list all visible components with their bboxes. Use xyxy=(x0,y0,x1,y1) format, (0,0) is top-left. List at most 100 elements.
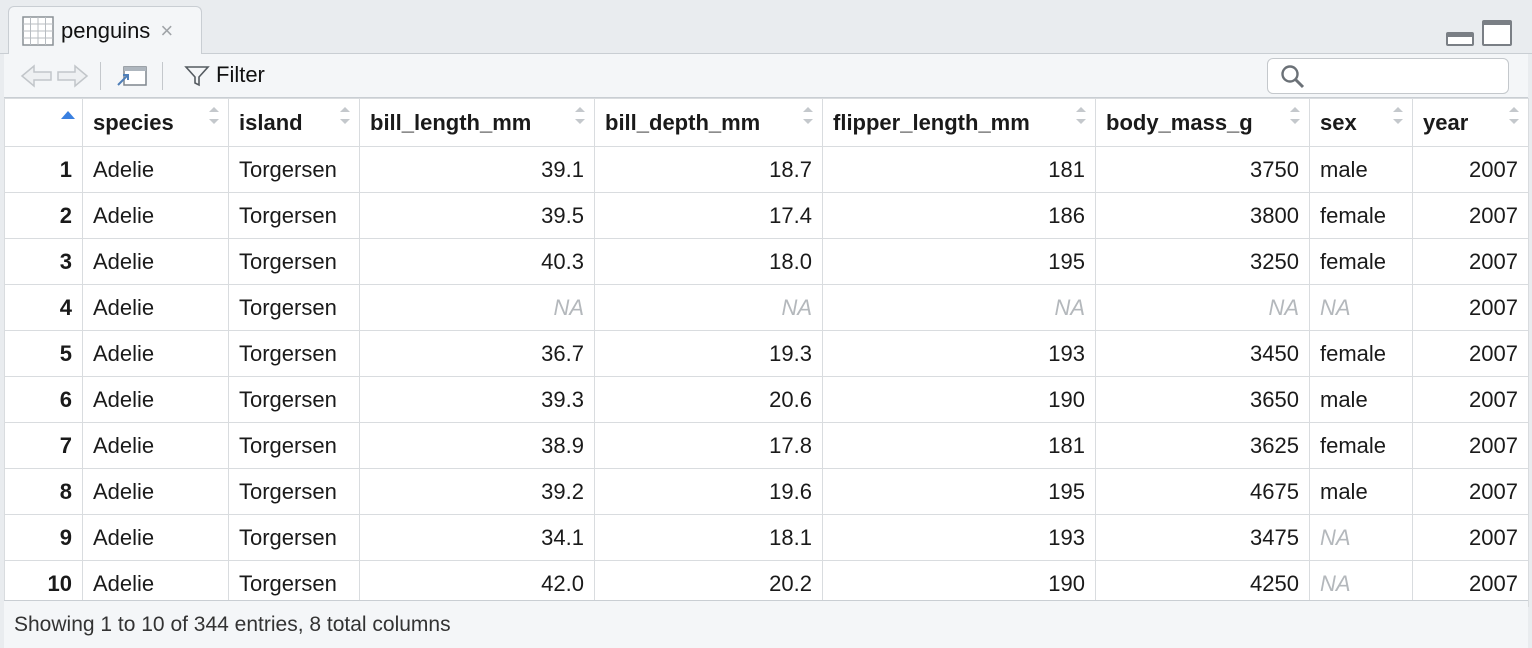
table-cell: male xyxy=(1309,376,1413,423)
table-cell: 19.6 xyxy=(594,468,823,515)
table-grid-icon xyxy=(22,16,54,46)
table-cell: female xyxy=(1309,238,1413,285)
entries-summary: Showing 1 to 10 of 344 entries, 8 total … xyxy=(14,613,451,636)
toolbar: Filter xyxy=(0,54,1532,98)
table-cell: 195 xyxy=(822,468,1096,515)
table-cell: NA xyxy=(1309,560,1413,607)
table-cell: Adelie xyxy=(82,514,229,561)
tab-penguins[interactable]: penguins × xyxy=(8,6,202,55)
table-cell: Torgersen xyxy=(228,514,360,561)
rownum-header[interactable] xyxy=(4,98,83,147)
table-cell: 34.1 xyxy=(359,514,595,561)
close-tab-icon[interactable]: × xyxy=(160,18,174,43)
table-cell: Torgersen xyxy=(228,238,360,285)
table-cell: Adelie xyxy=(82,330,229,377)
row-number: 7 xyxy=(4,422,83,469)
table-cell: Adelie xyxy=(82,146,229,193)
table-cell: 42.0 xyxy=(359,560,595,607)
sort-icon[interactable] xyxy=(340,107,350,125)
table-cell: 2007 xyxy=(1412,238,1529,285)
table-row[interactable]: 5 Adelie Torgersen 36.7 19.3 193 3450 female 200… xyxy=(4,330,1529,377)
table-cell: 2007 xyxy=(1412,560,1529,607)
table-cell: 193 xyxy=(822,330,1096,377)
table-cell: 3450 xyxy=(1095,330,1310,377)
sort-icon[interactable] xyxy=(1393,107,1403,125)
table-row[interactable]: 1 Adelie Torgersen 39.1 18.7 181 3750 male 2007 xyxy=(4,146,1529,193)
window-controls xyxy=(1446,20,1512,46)
table-cell: 39.3 xyxy=(359,376,595,423)
table-cell: 39.5 xyxy=(359,192,595,239)
table-cell: male xyxy=(1309,146,1413,193)
table-cell: female xyxy=(1309,192,1413,239)
table-cell: 2007 xyxy=(1412,192,1529,239)
tab-title: penguins xyxy=(61,18,151,43)
table-cell: Torgersen xyxy=(228,422,360,469)
sort-icon[interactable] xyxy=(1076,107,1086,125)
table-cell: Adelie xyxy=(82,284,229,331)
tab-bar: penguins × xyxy=(0,0,1532,55)
table-cell: 2007 xyxy=(1412,514,1529,561)
filter-funnel-icon[interactable] xyxy=(184,65,210,92)
row-number: 2 xyxy=(4,192,83,239)
table-cell: NA xyxy=(1095,284,1310,331)
table-cell: Torgersen xyxy=(228,468,360,515)
column-header-bill-depth[interactable]: bill_depth_mm xyxy=(594,98,823,147)
table-row[interactable]: 9 Adelie Torgersen 34.1 18.1 193 3475 NA 2007 xyxy=(4,514,1529,561)
sort-icon[interactable] xyxy=(1290,107,1300,125)
filter-button[interactable]: Filter xyxy=(216,62,265,87)
column-header-island[interactable]: island xyxy=(228,98,360,147)
table-cell: female xyxy=(1309,330,1413,377)
table-cell: 181 xyxy=(822,422,1096,469)
table-row[interactable]: 4 Adelie Torgersen NA NA NA NA NA 2007 xyxy=(4,284,1529,331)
table-cell: 3800 xyxy=(1095,192,1310,239)
maximize-pane-icon[interactable] xyxy=(1482,20,1512,46)
column-header-species[interactable]: species xyxy=(82,98,229,147)
table-cell: 20.2 xyxy=(594,560,823,607)
table-row[interactable]: 3 Adelie Torgersen 40.3 18.0 195 3250 female 200… xyxy=(4,238,1529,285)
popout-window-icon[interactable] xyxy=(116,63,148,94)
forward-arrow-icon[interactable] xyxy=(55,63,89,94)
table-cell: 17.8 xyxy=(594,422,823,469)
search-box[interactable] xyxy=(1267,58,1509,94)
sort-icon[interactable] xyxy=(803,107,813,125)
back-arrow-icon[interactable] xyxy=(20,63,54,94)
table-cell: Adelie xyxy=(82,376,229,423)
column-header-sex[interactable]: sex xyxy=(1309,98,1413,147)
sort-icon[interactable] xyxy=(209,107,219,125)
column-header-flipper-length[interactable]: flipper_length_mm xyxy=(822,98,1096,147)
table-cell: 19.3 xyxy=(594,330,823,377)
table-cell: 2007 xyxy=(1412,146,1529,193)
table-cell: 20.6 xyxy=(594,376,823,423)
table-body: 1 Adelie Torgersen 39.1 18.7 181 3750 male 2007 2… xyxy=(4,146,1529,607)
table-cell: Torgersen xyxy=(228,146,360,193)
pane-frame-left xyxy=(0,54,4,648)
row-number: 8 xyxy=(4,468,83,515)
table-cell: 2007 xyxy=(1412,422,1529,469)
row-number: 4 xyxy=(4,284,83,331)
table-cell: 186 xyxy=(822,192,1096,239)
column-header-year[interactable]: year xyxy=(1412,98,1529,147)
search-input[interactable] xyxy=(1312,63,1502,89)
table-cell: 38.9 xyxy=(359,422,595,469)
header-row: species island bill_length_mm bill_depth… xyxy=(4,98,1529,147)
table-row[interactable]: 2 Adelie Torgersen 39.5 17.4 186 3800 female 200… xyxy=(4,192,1529,239)
table-cell: Torgersen xyxy=(228,330,360,377)
column-header-bill-length[interactable]: bill_length_mm xyxy=(359,98,595,147)
table-cell: Torgersen xyxy=(228,560,360,607)
sort-ascending-icon xyxy=(61,111,75,119)
column-header-body-mass[interactable]: body_mass_g xyxy=(1095,98,1310,147)
table-cell: male xyxy=(1309,468,1413,515)
table-cell: 17.4 xyxy=(594,192,823,239)
table-row[interactable]: 8 Adelie Torgersen 39.2 19.6 195 4675 male 2007 xyxy=(4,468,1529,515)
table-cell: 190 xyxy=(822,560,1096,607)
table-cell: female xyxy=(1309,422,1413,469)
row-number: 10 xyxy=(4,560,83,607)
table-cell: 18.1 xyxy=(594,514,823,561)
table-row[interactable]: 6 Adelie Torgersen 39.3 20.6 190 3650 male 2007 xyxy=(4,376,1529,423)
table-cell: NA xyxy=(1309,514,1413,561)
table-row[interactable]: 10 Adelie Torgersen 42.0 20.2 190 4250 NA 2007 xyxy=(4,560,1529,607)
minimize-pane-icon[interactable] xyxy=(1446,32,1474,46)
table-row[interactable]: 7 Adelie Torgersen 38.9 17.8 181 3625 female 200… xyxy=(4,422,1529,469)
sort-icon[interactable] xyxy=(575,107,585,125)
sort-icon[interactable] xyxy=(1509,107,1519,125)
